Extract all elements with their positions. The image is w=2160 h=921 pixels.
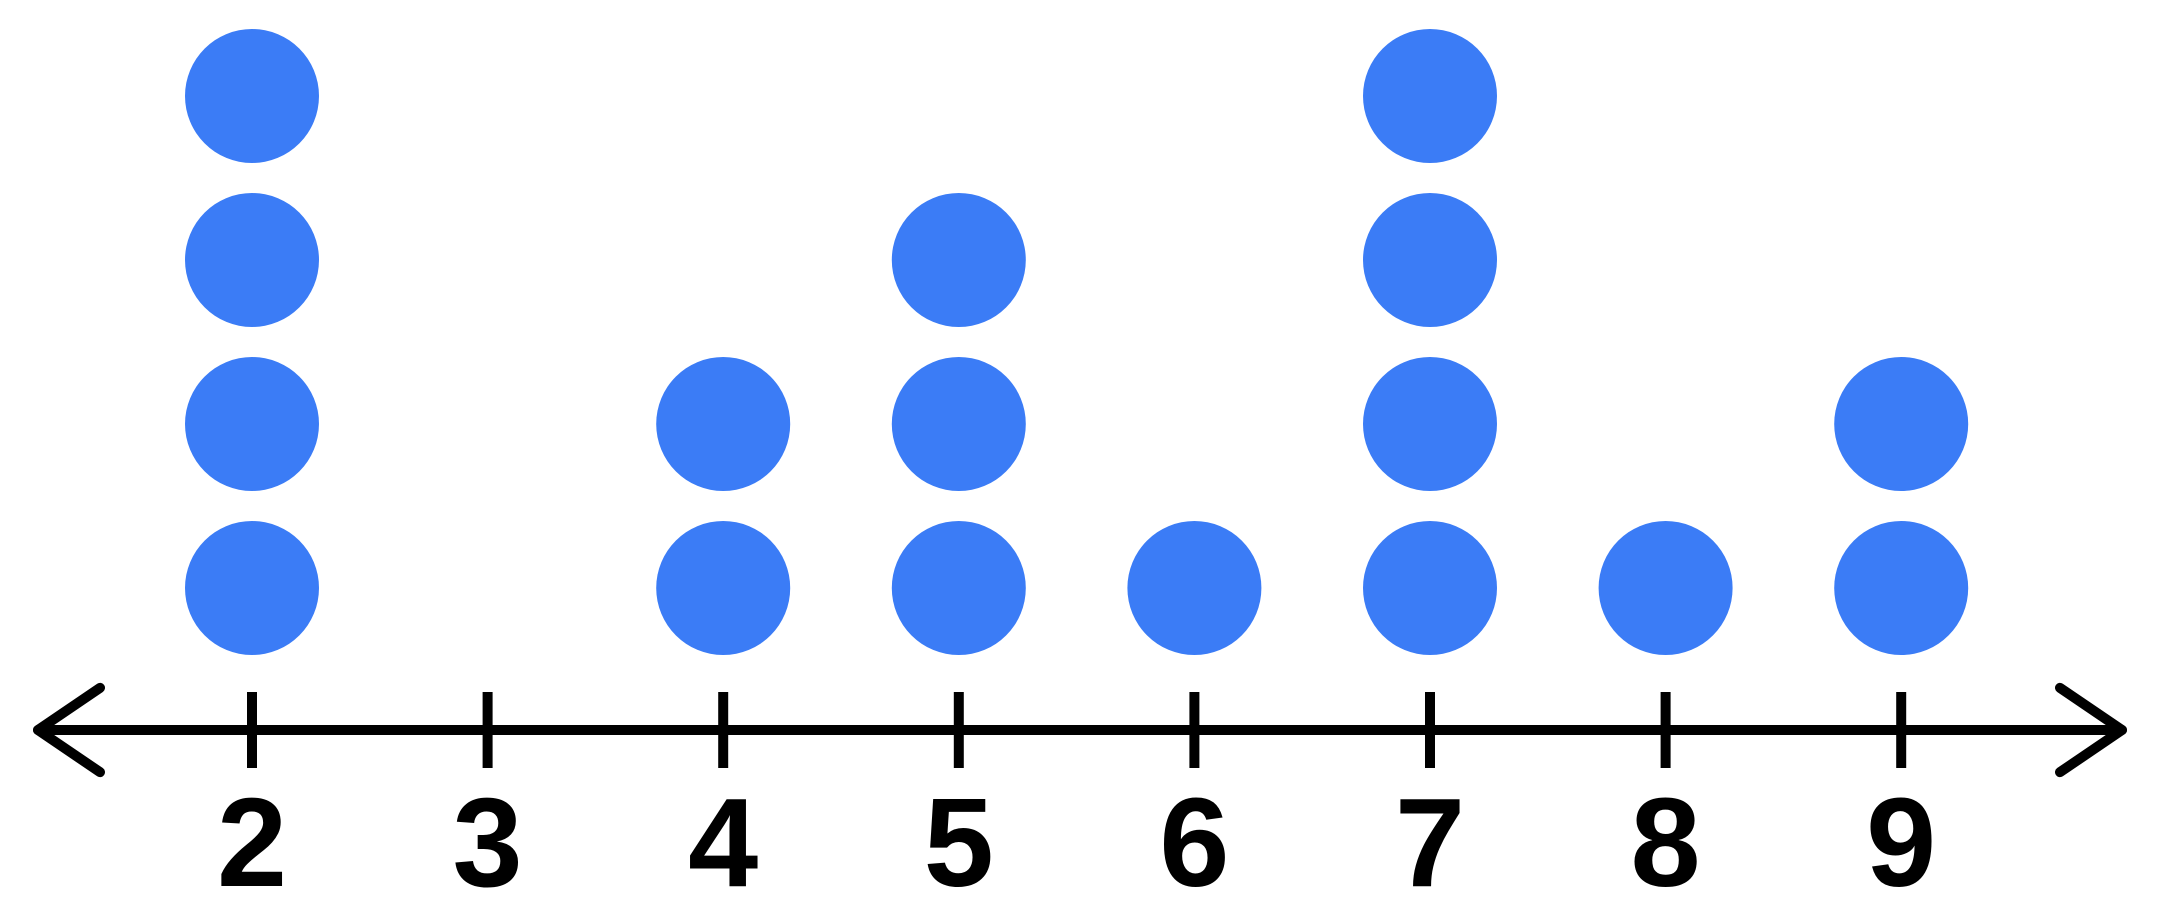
dot-9-2: [1834, 357, 1969, 491]
tick-label-5: 5: [924, 772, 994, 913]
tick-label-4: 4: [688, 772, 758, 913]
dot-4-1: [656, 521, 791, 655]
tick-label-8: 8: [1631, 772, 1701, 913]
dot-8-1: [1598, 521, 1733, 655]
dot-5-3: [891, 193, 1026, 327]
dot-2-3: [185, 193, 319, 327]
tick-label-9: 9: [1866, 772, 1936, 913]
tick-label-3: 3: [453, 772, 523, 913]
left-arrow-icon: [33, 682, 105, 778]
dot-7-4: [1363, 29, 1497, 163]
tick-marks: [247, 692, 1907, 768]
number-line: [33, 682, 2127, 778]
tick-label-7: 7: [1395, 772, 1465, 913]
dot-5-2: [891, 357, 1026, 491]
dot-9-1: [1834, 521, 1969, 655]
dot-2-2: [185, 357, 319, 491]
dot-5-1: [891, 521, 1026, 655]
dot-7-3: [1363, 193, 1497, 327]
dot-4-2: [656, 357, 791, 491]
dot-7-2: [1363, 357, 1497, 491]
right-arrow-icon: [2055, 682, 2127, 778]
dot-2-4: [185, 29, 319, 163]
tick-label-2: 2: [217, 772, 287, 913]
dots-layer: [185, 29, 1969, 655]
dot-6-1: [1127, 521, 1262, 655]
tick-label-6: 6: [1159, 772, 1229, 913]
dot-7-1: [1363, 521, 1497, 655]
tick-labels: 2 3 4 5 6 7 8 9: [217, 772, 1936, 913]
dot-2-1: [185, 521, 319, 655]
